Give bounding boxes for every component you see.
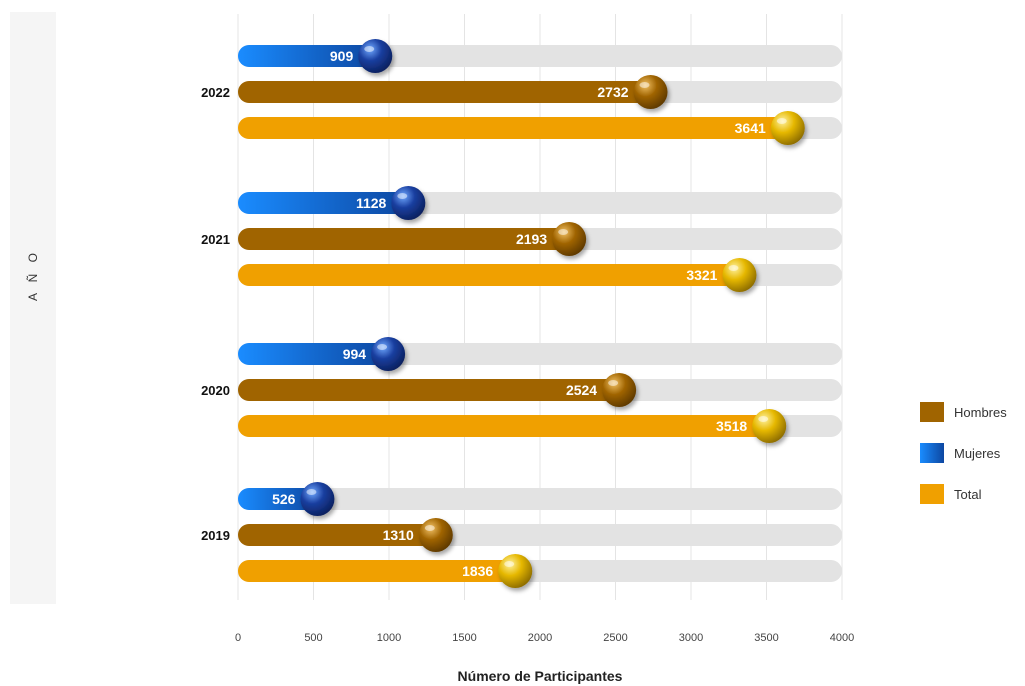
data-label: 2732 (597, 84, 628, 100)
category-label: 2021 (201, 232, 230, 247)
x-tick-label: 3500 (754, 632, 778, 644)
bar-total (238, 264, 740, 286)
bar-total (238, 117, 788, 139)
data-label: 909 (330, 48, 354, 64)
ball-highlight (776, 118, 787, 124)
legend-swatch-total (920, 484, 944, 504)
bar-end-ball (418, 518, 453, 552)
bar-end-ball (770, 111, 805, 145)
bar-end-ball (602, 373, 637, 407)
bars: 2022 909 2732 3641 2021 1128 2193 3321 2020 994 25… (201, 39, 842, 588)
category-label: 2022 (201, 85, 230, 100)
bar-total (238, 560, 516, 582)
x-tick-label: 1000 (377, 632, 401, 644)
bar-mujeres (238, 488, 318, 510)
ball-highlight (504, 561, 515, 567)
data-label: 994 (343, 346, 367, 362)
data-label: 1836 (462, 563, 493, 579)
legend-label: Hombres (954, 404, 1007, 420)
x-tick-label: 500 (304, 632, 322, 644)
data-label: 1310 (383, 527, 414, 543)
bar-mujeres (238, 45, 376, 67)
ball-highlight (558, 229, 569, 235)
bar-end-ball (391, 186, 426, 220)
x-tick-label: 3000 (679, 632, 703, 644)
x-tick-label: 4000 (830, 632, 854, 644)
legend-swatch-hombres (920, 402, 944, 422)
data-label: 1128 (356, 195, 387, 211)
ball-highlight (397, 193, 408, 199)
ball-highlight (758, 416, 769, 422)
legend-item-mujeres: Mujeres (920, 441, 1007, 465)
x-tick-label: 1500 (452, 632, 476, 644)
ball-highlight (424, 525, 435, 531)
bar-hombres (238, 524, 436, 546)
bar-end-ball (358, 39, 393, 73)
ball-highlight (608, 380, 619, 386)
ball-highlight (377, 344, 388, 350)
category-label: 2020 (201, 383, 230, 398)
bar-mujeres (238, 343, 389, 365)
ball-highlight (728, 265, 739, 271)
legend: Hombres Mujeres Total (920, 400, 1007, 523)
data-label: 526 (272, 491, 296, 507)
data-label: 2193 (516, 231, 547, 247)
bar-end-ball (300, 482, 335, 516)
x-axis-label: Número de Participantes (457, 668, 623, 684)
bar-mujeres (238, 192, 409, 214)
legend-item-total: Total (920, 482, 1007, 506)
bar-end-ball (371, 337, 406, 371)
bar-end-ball (498, 554, 533, 588)
legend-label: Mujeres (954, 445, 1001, 461)
x-tick-label: 0 (235, 632, 241, 644)
ball-highlight (639, 82, 650, 88)
ball-highlight (364, 46, 375, 52)
legend-swatch-mujeres (920, 443, 944, 463)
category-label: 2019 (201, 528, 230, 543)
legend-item-hombres: Hombres (920, 400, 1007, 424)
bar-track (238, 488, 842, 510)
bar-end-ball (722, 258, 757, 292)
data-label: 3518 (716, 418, 747, 434)
data-label: 2524 (566, 382, 597, 398)
legend-label: Total (954, 486, 982, 502)
y-axis-panel (10, 12, 56, 604)
ball-highlight (306, 489, 317, 495)
x-ticks: 0 500 1000 1500 2000 2500 3000 3500 4000 (235, 632, 854, 644)
bar-hombres (238, 228, 570, 250)
bar-end-ball (752, 409, 787, 443)
bar-hombres (238, 379, 620, 401)
bar-end-ball (633, 75, 668, 109)
x-tick-label: 2000 (528, 632, 552, 644)
bar-total (238, 415, 770, 437)
bar-hombres (238, 81, 651, 103)
data-label: 3321 (686, 267, 717, 283)
data-label: 3641 (735, 120, 766, 136)
x-tick-label: 2500 (603, 632, 627, 644)
bar-end-ball (552, 222, 587, 256)
